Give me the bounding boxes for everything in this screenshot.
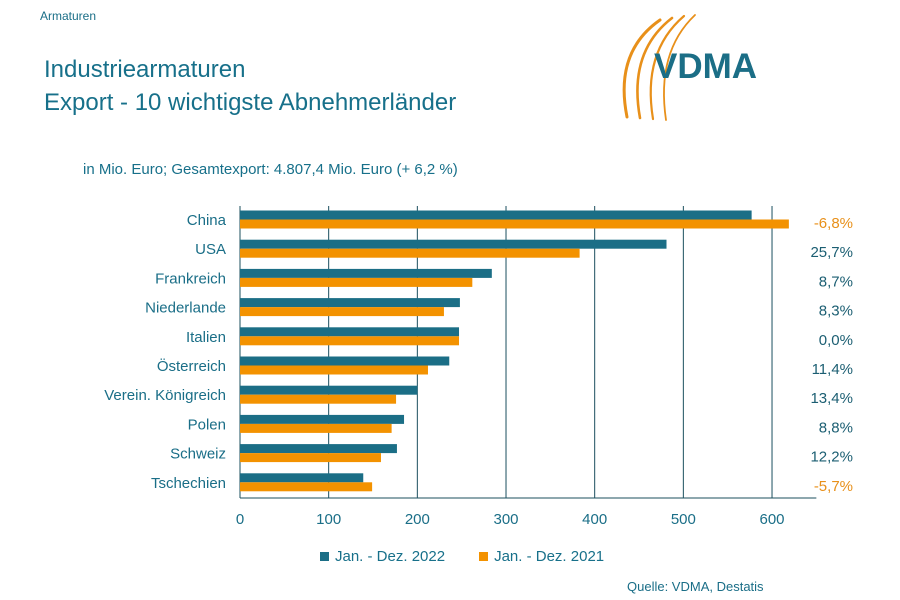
change-label: 8,3%	[819, 303, 853, 320]
category-label: Tschechien	[151, 475, 226, 492]
change-label: 25,7%	[810, 244, 853, 261]
bar-2022	[240, 298, 460, 308]
bar-2022	[240, 473, 364, 483]
chart-legend: Jan. - Dez. 2022 Jan. - Dez. 2021	[320, 548, 604, 565]
category-label: Frankreich	[155, 270, 226, 287]
bar-2021	[240, 248, 580, 258]
legend-swatch-2022	[320, 552, 329, 561]
legend-item-2021: Jan. - Dez. 2021	[479, 548, 604, 565]
bar-2022	[240, 385, 418, 395]
bar-2022	[240, 210, 752, 220]
change-label: 11,4%	[812, 361, 853, 378]
bar-2021	[240, 482, 373, 492]
change-label: 0,0%	[819, 332, 853, 349]
bar-2022	[240, 444, 397, 454]
bar-2021	[240, 307, 444, 317]
x-tick-label: 400	[582, 511, 607, 528]
category-label: Österreich	[157, 357, 226, 375]
chart-title-line1: Industriearmaturen	[44, 56, 246, 83]
x-tick-label: 0	[236, 511, 244, 528]
change-label: 8,8%	[819, 419, 853, 436]
change-label: 12,2%	[810, 449, 853, 466]
logo-arcs-icon	[622, 14, 696, 121]
bar-2022	[240, 414, 405, 424]
change-label: 8,7%	[819, 273, 853, 290]
bar-2021	[240, 394, 397, 404]
vdma-logo: VDMA	[622, 14, 757, 121]
bar-2021	[240, 219, 789, 229]
x-tick-label: 300	[493, 511, 518, 528]
change-label: 13,4%	[810, 390, 853, 407]
x-tick-label: 100	[316, 511, 341, 528]
source-note: Quelle: VDMA, Destatis	[627, 579, 764, 594]
legend-label-2021: Jan. - Dez. 2021	[494, 548, 605, 565]
bar-2022	[240, 327, 460, 337]
chart-subtitle: in Mio. Euro; Gesamtexport: 4.807,4 Mio.…	[83, 161, 458, 178]
change-label: -6,8%	[814, 215, 853, 232]
category-label: Schweiz	[170, 446, 226, 463]
chart-title-line2: Export - 10 wichtigste Abnehmerländer	[44, 89, 457, 116]
category-label: Italien	[186, 329, 226, 346]
legend-item-2022: Jan. - Dez. 2022	[320, 548, 445, 565]
category-label: Polen	[188, 416, 226, 433]
change-label: -5,7%	[814, 478, 853, 495]
logo-text: VDMA	[654, 47, 757, 86]
x-tick-label: 200	[405, 511, 430, 528]
bar-2022	[240, 268, 492, 278]
x-tick-label: 500	[671, 511, 696, 528]
category-label: Verein. Königreich	[104, 387, 226, 404]
bar-2021	[240, 423, 392, 433]
legend-swatch-2021	[479, 552, 489, 561]
section-label: Armaturen	[40, 9, 97, 23]
bar-2021	[240, 336, 460, 346]
x-tick-label: 600	[760, 511, 785, 528]
bar-2021	[240, 453, 381, 463]
category-label: USA	[195, 241, 226, 258]
legend-label-2022: Jan. - Dez. 2022	[335, 548, 446, 565]
category-label: Niederlande	[145, 300, 226, 317]
bar-2022	[240, 356, 450, 366]
bar-2022	[240, 239, 667, 249]
category-label: China	[187, 212, 227, 229]
bar-2021	[240, 277, 473, 287]
bar-2021	[240, 365, 428, 375]
